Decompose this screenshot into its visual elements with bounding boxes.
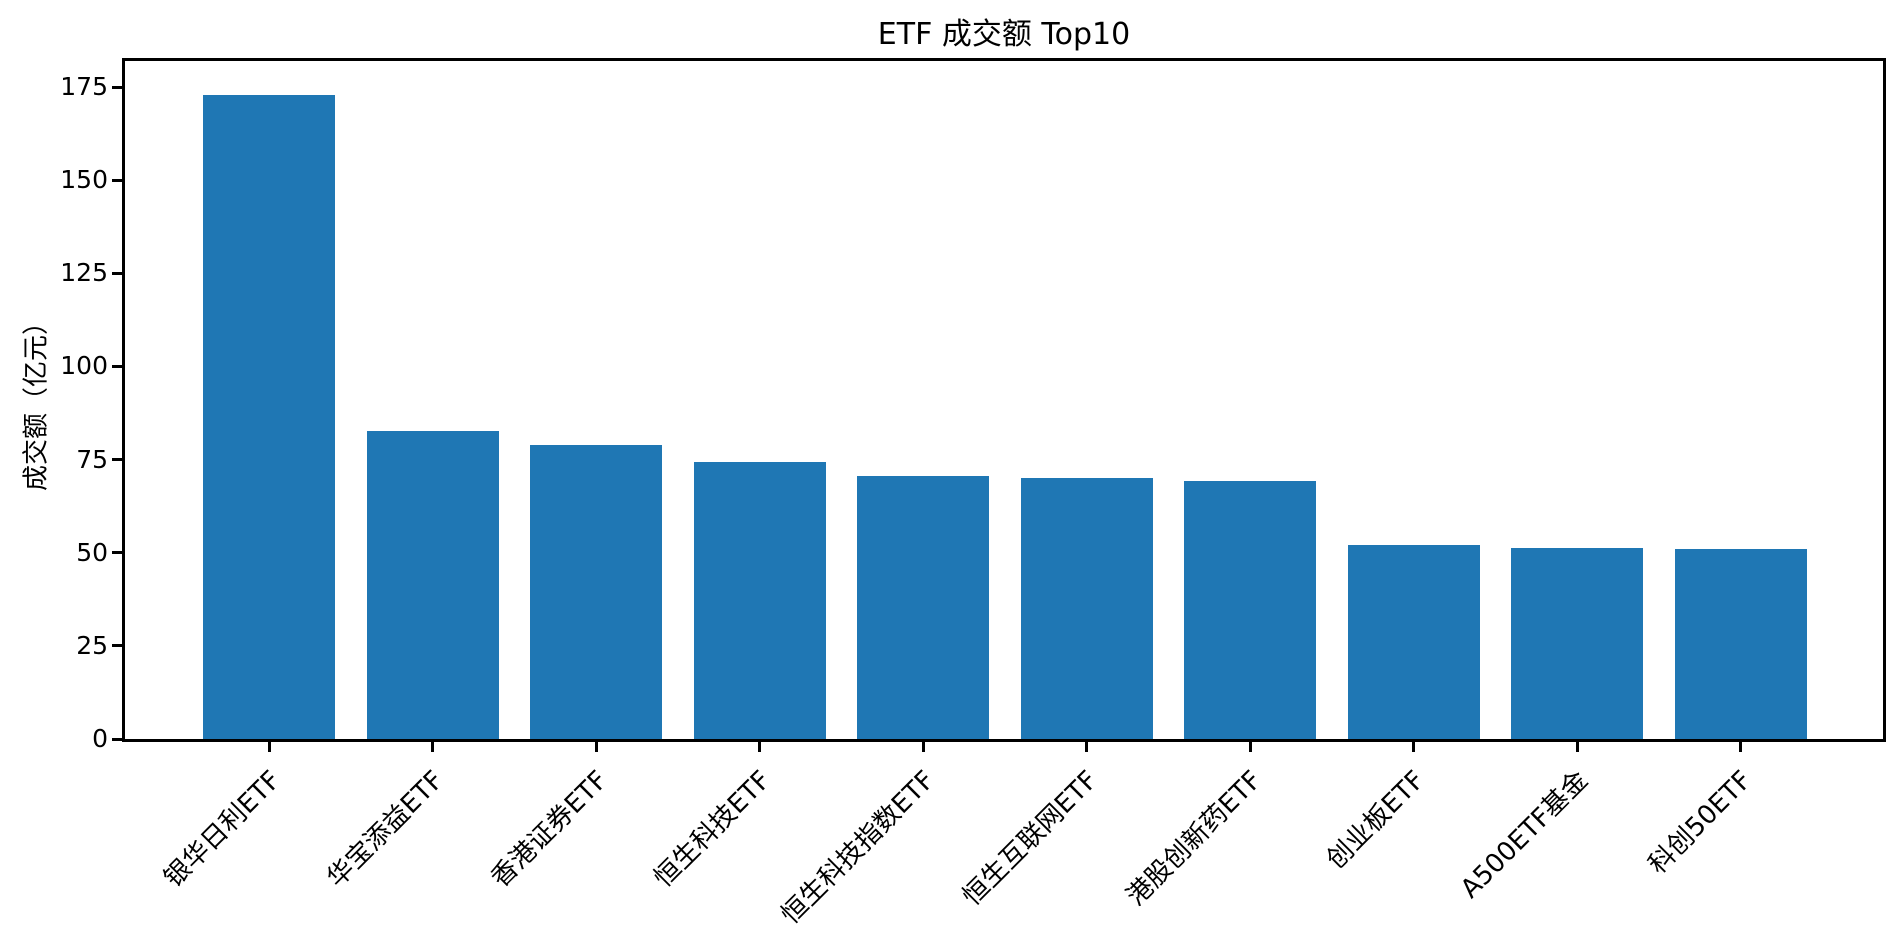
- y-tick-mark: [112, 85, 122, 89]
- bar: [693, 461, 826, 739]
- bar: [1020, 478, 1153, 739]
- x-tick-label: 港股创新药ETF: [1120, 765, 1268, 912]
- x-tick-mark: [921, 742, 925, 752]
- y-tick-label: 50: [76, 537, 108, 567]
- x-tick-label: 银华日利ETF: [158, 765, 287, 894]
- y-tick-label: 150: [60, 165, 108, 195]
- y-tick-mark: [112, 458, 122, 462]
- x-tick-mark: [431, 742, 434, 752]
- y-axis-label: 成交额（亿元）: [21, 308, 52, 492]
- y-tick-mark: [112, 271, 122, 275]
- x-tick-label: 恒生科技ETF: [648, 765, 777, 894]
- x-tick-mark: [594, 742, 598, 752]
- y-tick-label: 75: [76, 444, 108, 474]
- x-tick-mark: [1085, 742, 1088, 752]
- bar: [530, 445, 662, 739]
- x-tick-label: 创业板ETF: [1321, 765, 1431, 876]
- y-tick-mark: [112, 644, 122, 648]
- y-tick-mark: [112, 364, 122, 368]
- y-tick-label: 0: [92, 723, 108, 753]
- y-tick-mark: [112, 178, 122, 182]
- x-tick-label: 恒生科技指数ETF: [775, 765, 941, 931]
- x-tick-label: 华宝添益ETF: [321, 765, 450, 894]
- x-tick-label: 科创50ETF: [1643, 765, 1758, 881]
- bar: [857, 475, 989, 739]
- bar: [1347, 544, 1480, 739]
- bar: [203, 94, 335, 739]
- x-tick-label: 恒生互联网ETF: [957, 765, 1104, 912]
- y-tick-mark: [112, 737, 122, 741]
- x-tick-mark: [1739, 742, 1742, 752]
- x-tick-mark: [1248, 742, 1252, 752]
- bar: [1511, 547, 1643, 739]
- bar: [1674, 549, 1807, 739]
- y-tick-mark: [112, 551, 122, 555]
- x-tick-mark: [1575, 742, 1579, 752]
- plot-area: 0 25 50 75 100 125 150 175 银华日利ETF 华宝添益ETF 香港证券ET…: [60, 58, 1886, 930]
- y-tick-label: 100: [60, 351, 108, 381]
- y-tick-label: 175: [60, 71, 108, 101]
- chart-title: ETF 成交额 Top10: [877, 17, 1131, 52]
- x-tick-label: A500ETF基金: [1455, 765, 1595, 905]
- y-tick-label: 25: [76, 630, 108, 660]
- bar: [366, 430, 499, 739]
- x-tick-mark: [758, 742, 761, 752]
- y-tick-label: 125: [60, 258, 108, 288]
- x-tick-label: 香港证券ETF: [485, 765, 614, 894]
- bar: [1184, 480, 1316, 739]
- x-tick-mark: [267, 742, 271, 752]
- x-tick-mark: [1412, 742, 1415, 752]
